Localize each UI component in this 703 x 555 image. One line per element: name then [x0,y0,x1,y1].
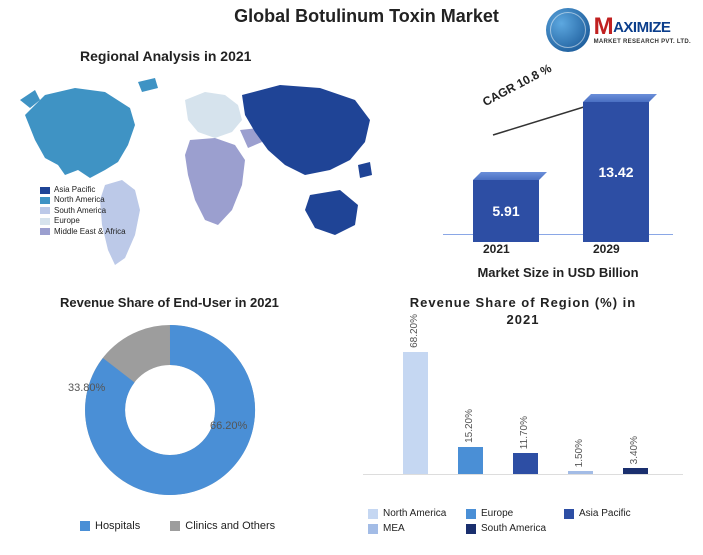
map-legend-label: Middle East & Africa [54,227,126,237]
donut-label-hospitals: 66.20% [210,420,247,432]
map-legend-label: Europe [54,216,80,226]
swatch-clinics [170,521,180,531]
regional-analysis-title: Regional Analysis in 2021 [80,48,251,64]
swatch-asia [40,187,50,194]
swatch-icon [564,509,574,519]
region-bar [513,453,538,474]
bar-xlabel: 2029 [593,242,620,256]
region-bar-label: 3.40% [629,436,640,464]
region-bar [458,447,483,474]
legend-label: Asia Pacific [579,508,631,519]
map-legend-label: North America [54,195,105,205]
brand-logo: MAXIMIZE MARKET RESEARCH PVT. LTD. [546,8,691,52]
legend-label: North America [383,508,446,519]
region-europe [185,92,242,138]
region-legend-item: Europe [466,508,546,519]
region-bar-label: 68.20% [409,314,420,348]
region-share-legend: North America Europe Asia Pacific MEA South … [368,508,668,534]
region-share-chart: 68.20%15.20%11.70%1.50%3.40% [363,345,683,500]
logo-main: AXIMIZE [613,19,670,36]
region-bar [568,471,593,474]
legend-label: Hospitals [95,520,140,532]
region-bar [623,468,648,474]
bar-value: 13.42 [583,102,649,242]
world-map [10,70,400,280]
legend-label: MEA [383,523,405,534]
swatch-sa [40,207,50,214]
swatch-icon [466,509,476,519]
bar-xlabel: 2021 [483,242,510,256]
region-asia-pacific [242,85,372,235]
region-bar [403,352,428,474]
map-legend-label: Asia Pacific [54,185,95,195]
region-mea [185,128,262,225]
swatch-icon [368,509,378,519]
region-bar-label: 1.50% [574,439,585,467]
donut-label-clinics: 33.80% [68,382,105,394]
enduser-legend: Hospitals Clinics and Others [80,520,275,532]
globe-icon [546,8,590,52]
region-bar-label: 11.70% [519,416,530,449]
swatch-hospitals [80,521,90,531]
enduser-donut-chart: 33.80% 66.20% [80,320,260,500]
region-share-title: Revenue Share of Region (%) in 2021 [393,295,653,329]
region-legend-item: South America [466,523,546,534]
swatch-na [40,197,50,204]
map-legend-label: South America [54,206,106,216]
bar-2029: 13.42 [583,94,649,234]
legend-label: Europe [481,508,513,519]
region-legend-item: Asia Pacific [564,508,644,519]
region-bar-label: 15.20% [464,409,475,443]
swatch-icon [368,524,378,534]
logo-first-letter: M [594,13,614,40]
map-legend: Asia Pacific North America South America… [40,185,126,237]
market-size-chart: 5.91 13.42 2021 2029 Market Size in USD … [443,95,673,290]
swatch-eu [40,218,50,225]
market-size-title: Market Size in USD Billion [443,265,673,280]
swatch-mea [40,228,50,235]
bar-value: 5.91 [473,180,539,242]
legend-label: Clinics and Others [185,520,275,532]
region-legend-item: MEA [368,523,448,534]
legend-label: South America [481,523,546,534]
region-legend-item: North America [368,508,448,519]
enduser-title: Revenue Share of End-User in 2021 [60,295,279,310]
swatch-icon [466,524,476,534]
logo-sub: MARKET RESEARCH PVT. LTD. [594,39,691,45]
bar-2021: 5.91 [473,172,539,234]
region-north-america [20,78,158,178]
